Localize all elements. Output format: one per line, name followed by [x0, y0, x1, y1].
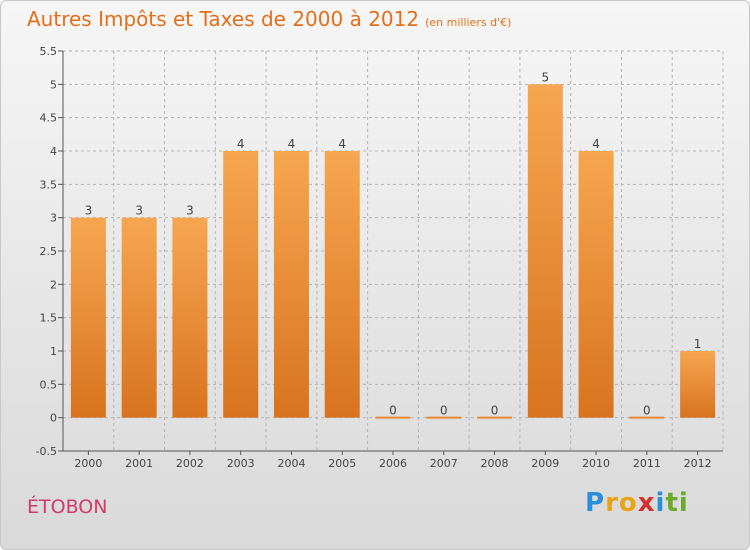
bar-2000 — [70, 217, 106, 418]
x-tick-label-2004: 2004 — [277, 457, 305, 470]
bar-2006 — [375, 416, 411, 419]
y-tick-label: 3.5 — [40, 178, 58, 191]
chart-title-text: Autres Impôts et Taxes de 2000 à 2012 — [27, 7, 420, 31]
value-label-2011: 0 — [643, 404, 651, 418]
value-label-2009: 5 — [541, 70, 549, 84]
logo-letter: P — [585, 488, 606, 518]
x-tick-label-2008: 2008 — [481, 457, 509, 470]
axis-layer — [58, 50, 723, 455]
y-tick-label: 0 — [50, 412, 57, 425]
logo-letter: i — [655, 488, 666, 518]
x-tick-label-2009: 2009 — [531, 457, 559, 470]
y-tick-label: 4 — [50, 145, 57, 158]
bar-2012 — [680, 351, 716, 418]
x-tick-label-2002: 2002 — [176, 457, 204, 470]
label-layer: -0.5 0 0.5 1 1.5 2 2.5 3 3.5 4 4.5 5 5.5 3 2000 3 2001 3 2… — [36, 45, 712, 470]
y-tick-label: 2.5 — [40, 245, 58, 258]
bar-2009 — [527, 84, 563, 418]
y-tick-label: 2 — [50, 278, 57, 291]
bar-layer — [70, 84, 716, 419]
proxiti-logo: Proxiti — [585, 488, 689, 518]
x-tick-label-2001: 2001 — [125, 457, 153, 470]
y-tick-label: 3 — [50, 212, 57, 225]
value-label-2010: 4 — [592, 137, 600, 151]
y-tick-label: 5 — [50, 78, 57, 91]
y-tick-label: 1 — [50, 345, 57, 358]
value-label-2000: 3 — [85, 204, 93, 218]
chart-title: Autres Impôts et Taxes de 2000 à 2012 (en… — [27, 7, 511, 31]
bar-2004 — [273, 151, 309, 418]
bar-2010 — [578, 151, 614, 418]
y-tick-label: 4.5 — [40, 112, 58, 125]
value-label-2008: 0 — [491, 404, 499, 418]
x-tick-label-2012: 2012 — [684, 457, 712, 470]
bar-2001 — [121, 217, 157, 418]
value-label-2012: 1 — [694, 337, 702, 351]
grid-layer — [62, 50, 724, 452]
y-tick-label: 0.5 — [40, 378, 58, 391]
x-tick-label-2007: 2007 — [430, 457, 458, 470]
bar-2008 — [477, 416, 513, 419]
logo-letter: r — [605, 488, 619, 518]
value-label-2006: 0 — [389, 404, 397, 418]
value-label-2004: 4 — [288, 137, 296, 151]
bar-2007 — [426, 416, 462, 419]
logo-letter: i — [678, 488, 689, 518]
y-tick-label: -0.5 — [36, 445, 57, 458]
y-tick-label: 1.5 — [40, 312, 58, 325]
bar-2003 — [223, 151, 259, 418]
x-tick-label-2006: 2006 — [379, 457, 407, 470]
value-label-2003: 4 — [237, 137, 245, 151]
value-label-2001: 3 — [135, 204, 143, 218]
x-tick-label-2011: 2011 — [633, 457, 661, 470]
bar-2002 — [172, 217, 208, 418]
chart-subtitle: (en milliers d'€) — [425, 16, 512, 29]
value-label-2005: 4 — [338, 137, 346, 151]
logo-letter: t — [665, 488, 679, 518]
place-name: ÉTOBON — [27, 496, 108, 518]
x-tick-label-2000: 2000 — [74, 457, 102, 470]
bar-2005 — [324, 151, 360, 418]
bar-2011 — [629, 416, 665, 419]
value-label-2002: 3 — [186, 204, 194, 218]
x-tick-label-2005: 2005 — [328, 457, 356, 470]
x-tick-label-2003: 2003 — [227, 457, 255, 470]
y-tick-label: 5.5 — [40, 45, 58, 58]
value-label-2007: 0 — [440, 404, 448, 418]
logo-letter: o — [618, 488, 638, 518]
logo-letter: x — [637, 488, 656, 518]
x-tick-label-2010: 2010 — [582, 457, 610, 470]
